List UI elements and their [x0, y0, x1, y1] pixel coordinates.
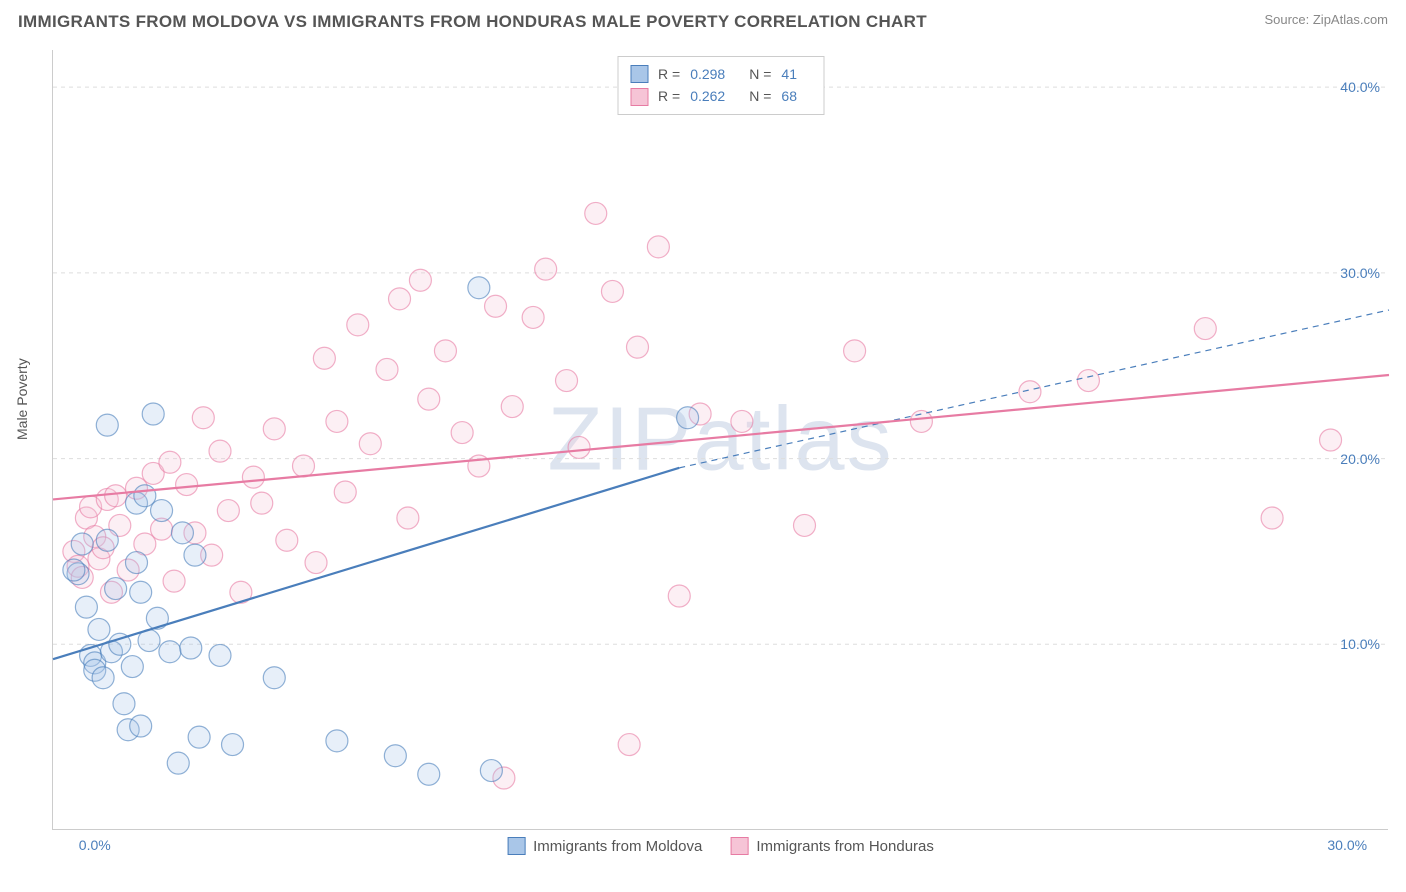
legend-series: Immigrants from Moldova Immigrants from … — [507, 837, 934, 855]
x-tick-label: 30.0% — [1327, 837, 1367, 853]
swatch-honduras — [730, 837, 748, 855]
series-label-moldova: Immigrants from Moldova — [533, 838, 702, 855]
n-value-moldova: 41 — [781, 63, 797, 85]
y-axis-label: Male Poverty — [14, 358, 30, 440]
swatch-honduras — [630, 88, 648, 106]
r-value-moldova: 0.298 — [690, 63, 725, 85]
y-tick-label: 40.0% — [1340, 79, 1380, 95]
chart-title: IMMIGRANTS FROM MOLDOVA VS IMMIGRANTS FR… — [18, 12, 927, 32]
swatch-moldova — [630, 65, 648, 83]
scatter-plot — [53, 50, 1388, 829]
series-label-honduras: Immigrants from Honduras — [756, 838, 934, 855]
n-label: N = — [749, 63, 771, 85]
r-label: R = — [658, 85, 680, 107]
n-value-honduras: 68 — [781, 85, 797, 107]
chart-area: ZIPatlas R = 0.298 N = 41 R = 0.262 N = … — [52, 50, 1388, 830]
legend-item-honduras: Immigrants from Honduras — [730, 837, 934, 855]
legend-item-moldova: Immigrants from Moldova — [507, 837, 702, 855]
swatch-moldova — [507, 837, 525, 855]
r-label: R = — [658, 63, 680, 85]
n-label: N = — [749, 85, 771, 107]
y-tick-label: 30.0% — [1340, 265, 1380, 281]
legend-stats-row-moldova: R = 0.298 N = 41 — [630, 63, 811, 85]
x-tick-label: 0.0% — [79, 837, 111, 853]
y-tick-label: 20.0% — [1340, 451, 1380, 467]
source-label: Source: ZipAtlas.com — [1264, 12, 1388, 27]
r-value-honduras: 0.262 — [690, 85, 725, 107]
legend-stats: R = 0.298 N = 41 R = 0.262 N = 68 — [617, 56, 824, 115]
y-tick-label: 10.0% — [1340, 636, 1380, 652]
legend-stats-row-honduras: R = 0.262 N = 68 — [630, 85, 811, 107]
